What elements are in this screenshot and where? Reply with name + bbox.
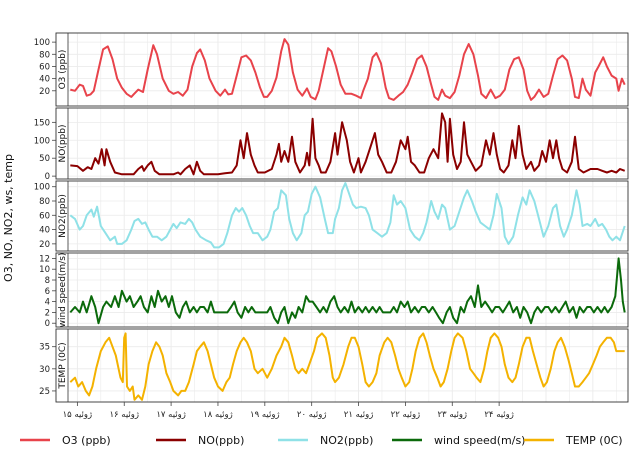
x-tick-label: ۱۵ ژوئیه bbox=[63, 410, 93, 420]
panel-frame bbox=[55, 252, 629, 328]
x-tick-label: ۲۳ ژوئیه bbox=[437, 410, 467, 420]
y-tick-label: 20 bbox=[39, 87, 50, 97]
y-tick-label: 100 bbox=[34, 38, 50, 48]
y-tick-label: 50 bbox=[39, 154, 50, 164]
y-tick-label: 0 bbox=[45, 172, 50, 182]
y-tick-label: 60 bbox=[39, 62, 50, 72]
series-line-4 bbox=[69, 257, 626, 325]
panel-strip-label: TEMP (0C) bbox=[58, 342, 68, 389]
y-tick-label: 100 bbox=[34, 183, 50, 193]
panel-strip bbox=[56, 329, 68, 402]
y-tick-label: 20 bbox=[39, 240, 50, 250]
panel-strip bbox=[56, 33, 68, 106]
panel-strip bbox=[56, 181, 68, 251]
legend: O3 (ppb) NO(ppb) NO2(ppb) wind speed(m/s) TE… bbox=[20, 434, 623, 447]
x-tick-label: ۲۲ ژوئیه bbox=[391, 410, 421, 420]
panel-strip-label: wind speed(m/s) bbox=[58, 253, 68, 328]
legend-label-5: TEMP (0C) bbox=[565, 434, 623, 447]
y-tick-label: 150 bbox=[34, 118, 50, 128]
y-tick-label: 0 bbox=[45, 319, 50, 329]
panel-frame bbox=[55, 328, 629, 403]
x-tick-label: ۲۱ ژوئیه bbox=[344, 410, 374, 420]
panel-strip bbox=[56, 108, 68, 179]
legend-label-2: NO(ppb) bbox=[198, 434, 244, 447]
x-tick-label: ۲۴ ژوئیه bbox=[484, 410, 514, 420]
panel-strip bbox=[56, 253, 68, 327]
y-tick-label: 40 bbox=[39, 226, 50, 236]
legend-label-3: NO2(ppb) bbox=[320, 434, 373, 447]
series-line-5 bbox=[69, 332, 625, 401]
x-tick-label: ۱۸ ژوئیه bbox=[203, 410, 233, 420]
x-tick-label: ۱۹ ژوئیه bbox=[250, 410, 280, 420]
x-tick-label: ۱۶ ژوئیه bbox=[109, 410, 139, 420]
y-tick-label: 25 bbox=[39, 387, 50, 397]
y-tick-label: 30 bbox=[39, 365, 50, 375]
legend-label-4: wind speed(m/s) bbox=[434, 434, 525, 447]
x-tick-label: ۲۰ ژوئیه bbox=[297, 410, 327, 420]
panel-strip-label: O3 (ppb) bbox=[58, 50, 68, 90]
panel-strip-label: NO2(ppb) bbox=[58, 194, 68, 238]
y-tick-label: 100 bbox=[34, 136, 50, 146]
panel-2: 0 50 100 150 NO(ppb) bbox=[34, 107, 629, 182]
y-tick-label: 8 bbox=[45, 276, 50, 286]
y-axis-label: O3, NO, NO2, ws, temp bbox=[2, 154, 15, 282]
y-tick-label: 12 bbox=[39, 254, 50, 264]
x-tick-label: ۱۷ ژوئیه bbox=[156, 410, 186, 420]
y-tick-label: 10 bbox=[39, 265, 50, 275]
series-line-3 bbox=[69, 182, 626, 249]
panel-1: 20 40 60 80 100 O3 (ppb) bbox=[34, 32, 629, 107]
panel-strip-label: NO(ppb) bbox=[58, 125, 68, 163]
y-tick-label: 6 bbox=[45, 287, 50, 297]
y-tick-label: 40 bbox=[39, 75, 50, 85]
y-tick-label: 60 bbox=[39, 211, 50, 221]
series-line-1 bbox=[70, 38, 626, 101]
panel-3: 20 40 60 80 100 NO2(ppb) bbox=[34, 180, 629, 252]
series-line-2 bbox=[70, 112, 626, 176]
y-tick-label: 80 bbox=[39, 197, 50, 207]
y-tick-label: 4 bbox=[45, 298, 50, 308]
panel-frame bbox=[55, 32, 629, 107]
y-tick-label: 35 bbox=[39, 343, 50, 353]
panel-frame bbox=[55, 107, 629, 180]
y-tick-label: 2 bbox=[45, 308, 50, 318]
legend-label-1: O3 (ppb) bbox=[62, 434, 111, 447]
x-axis: ۱۵ ژوئیه ۱۶ ژوئیه ۱۷ ژوئیه ۱۸ ژوئیه ۱۹ ژوئیه… bbox=[63, 402, 514, 420]
panel-5: 25 30 35 TEMP (0C) bbox=[39, 328, 629, 403]
panel-frame bbox=[55, 180, 629, 252]
y-tick-label: 80 bbox=[39, 50, 50, 60]
